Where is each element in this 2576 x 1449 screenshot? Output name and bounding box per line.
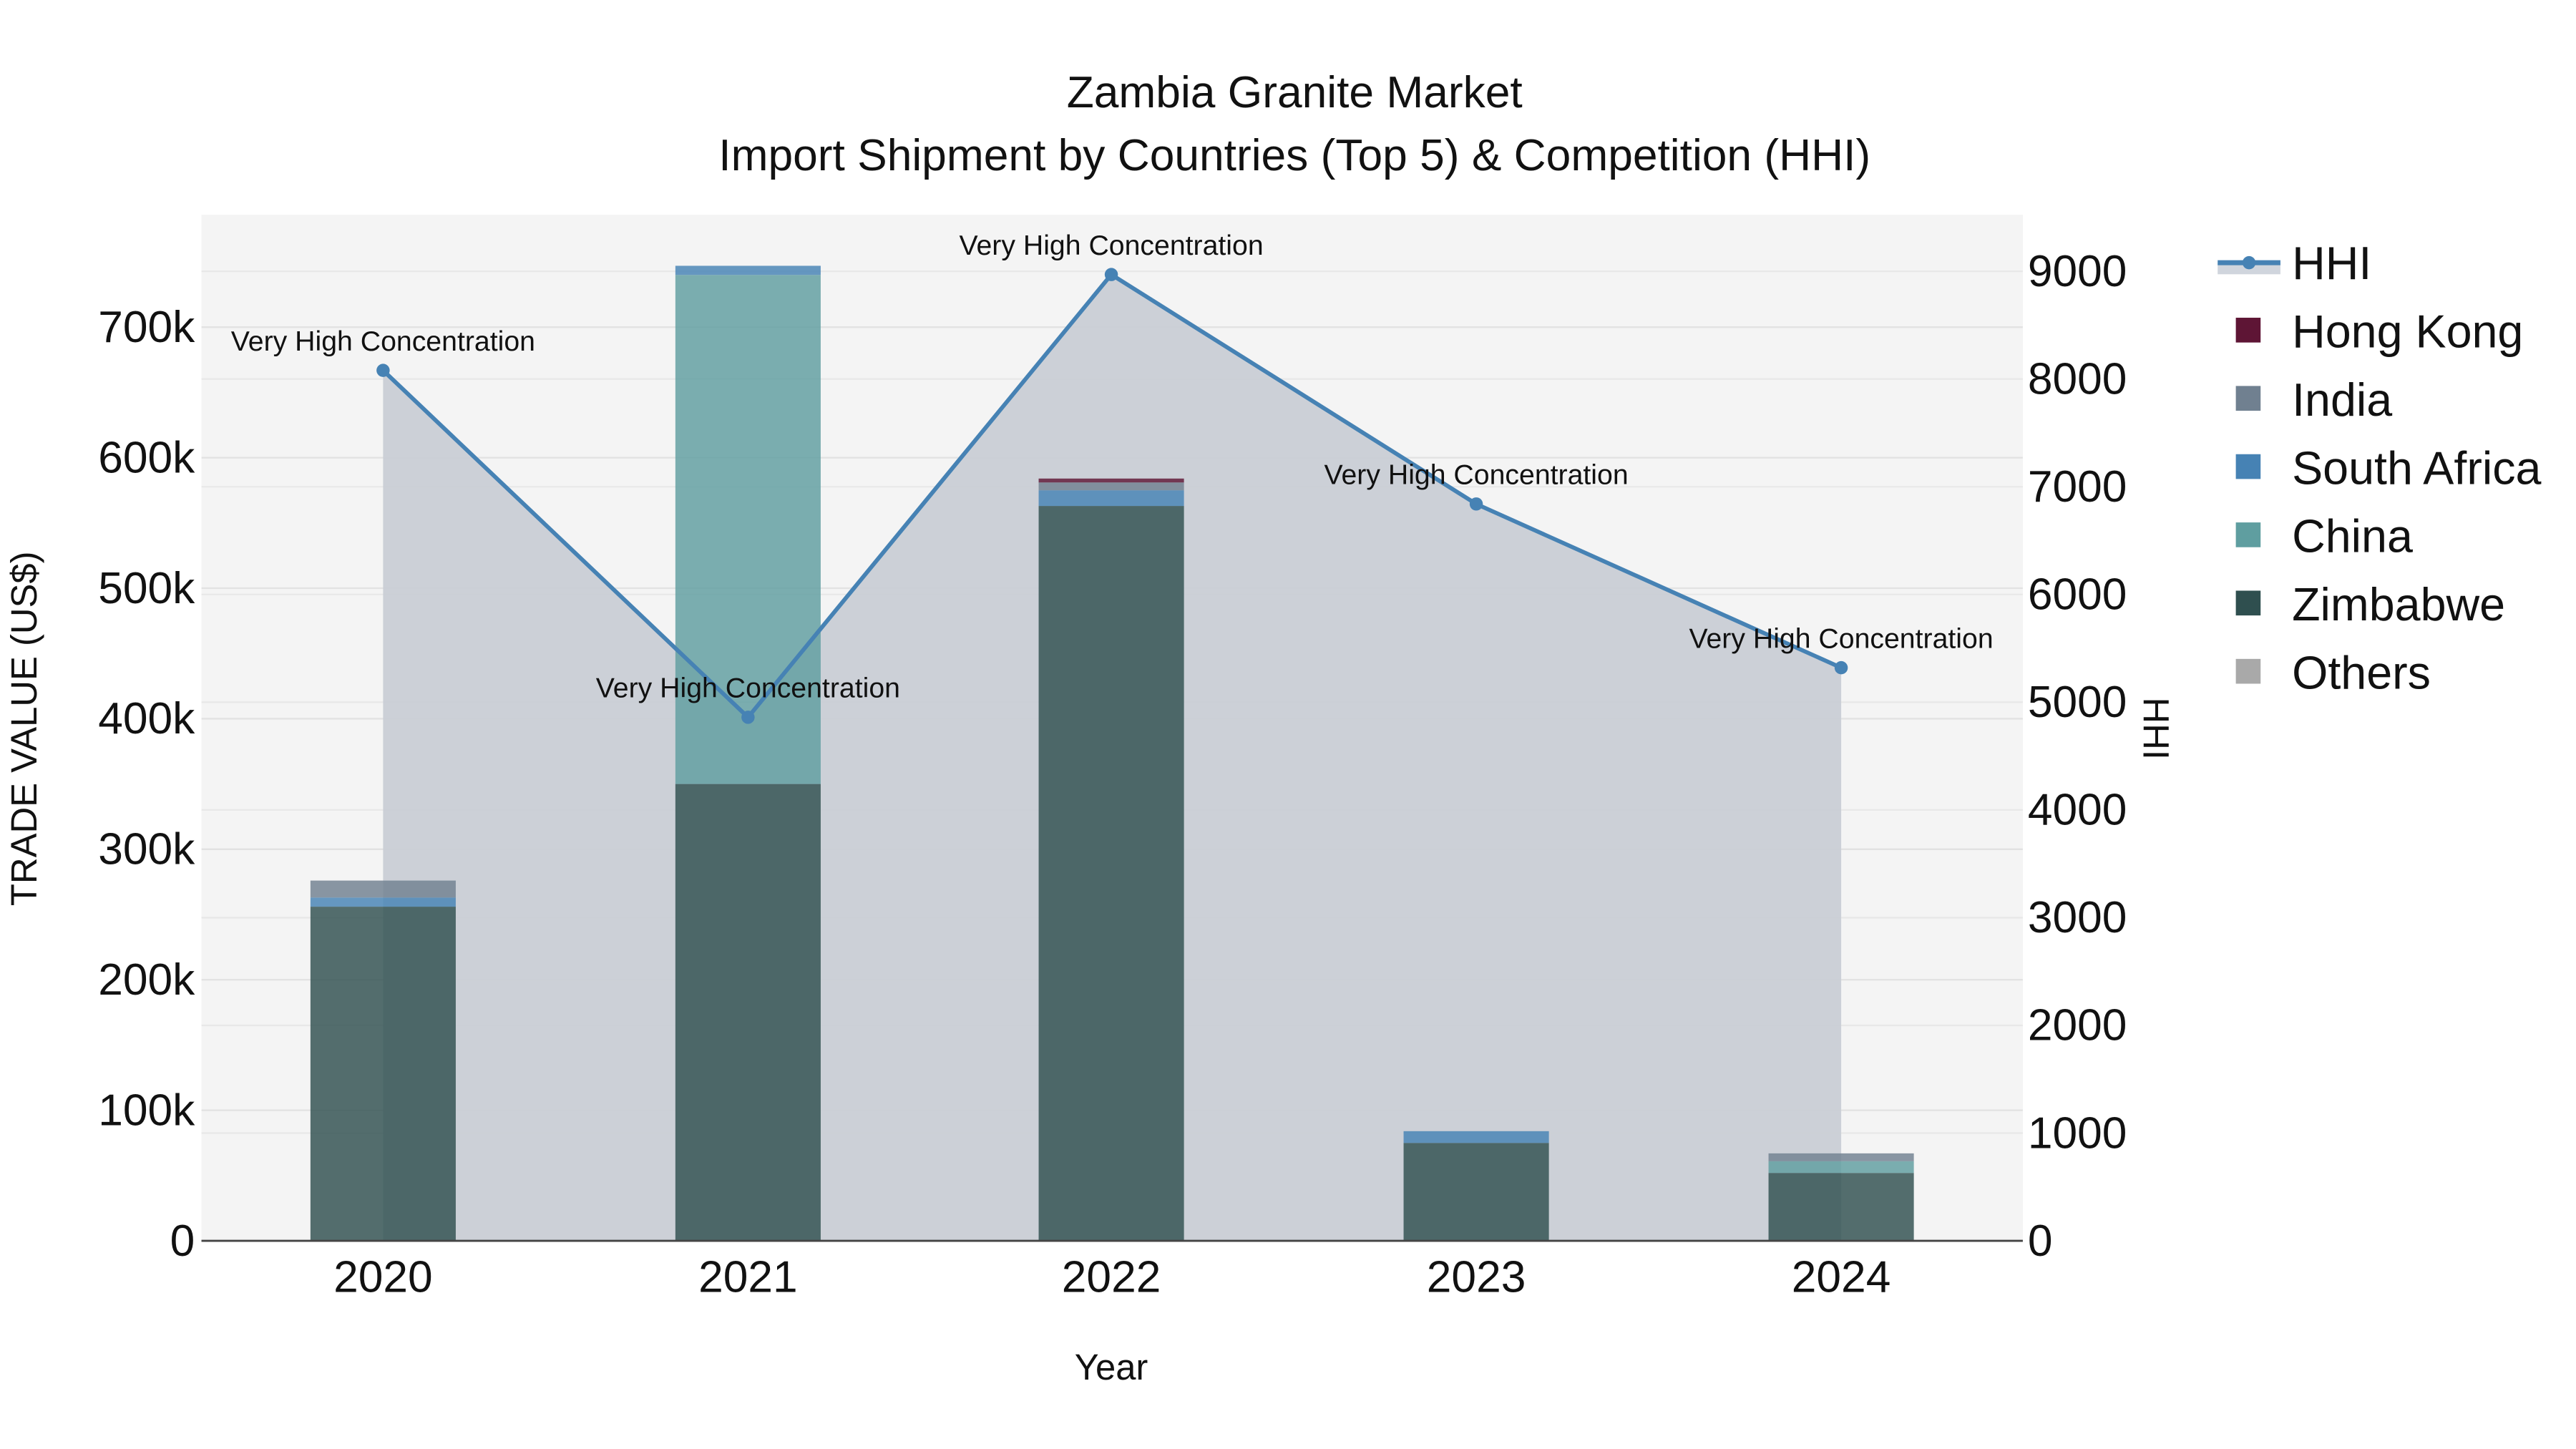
hhi-annotation: Very High Concentration	[231, 326, 535, 357]
legend-swatch-icon	[2235, 454, 2261, 479]
hhi-marker[interactable]	[741, 711, 755, 724]
bar-segment-zimbabwe[interactable]	[1038, 506, 1184, 1241]
legend-swatch-icon	[2235, 386, 2261, 411]
bar-segment-india[interactable]	[1768, 1153, 1914, 1161]
y2-tick-label: 0	[2028, 1216, 2053, 1266]
bar-segment-south-africa[interactable]	[310, 897, 456, 907]
hhi-annotation: Very High Concentration	[596, 673, 900, 704]
legend-marker-icon	[2242, 255, 2256, 270]
legend-label: South Africa	[2292, 441, 2541, 494]
bar-segment-china[interactable]	[1768, 1161, 1914, 1174]
y2-tick-label: 7000	[2028, 462, 2127, 512]
y-tick-label: 0	[170, 1216, 195, 1266]
hhi-annotation: Very High Concentration	[959, 230, 1263, 261]
y2-tick-label: 9000	[2028, 247, 2127, 296]
y-tick-label: 300k	[98, 825, 195, 874]
bar-segment-india[interactable]	[310, 880, 456, 898]
bar-segment-zimbabwe[interactable]	[310, 907, 456, 1241]
hhi-annotation: Very High Concentration	[1324, 459, 1628, 491]
x-axis-ticks: 2020 2021 2022 2023 2024	[333, 1253, 1890, 1302]
y2-tick-label: 1000	[2028, 1108, 2127, 1158]
chart-title: Zambia Granite Market	[1067, 68, 1523, 117]
y2-axis-label: HHI	[2135, 698, 2176, 760]
x-tick-label: 2022	[1062, 1253, 1161, 1302]
y2-axis-ticks: 0 1000 2000 3000 4000 5000 6000 7000 8000 9000	[2028, 247, 2127, 1266]
legend-swatch-icon	[2235, 522, 2261, 547]
annotations: Very High Concentration Very High Concent…	[231, 230, 1994, 704]
y-tick-label: 400k	[98, 694, 195, 743]
legend-item-hhi[interactable]: HHI	[2218, 237, 2371, 289]
legend-item-south-africa[interactable]: South Africa	[2235, 441, 2542, 494]
y-tick-label: 500k	[98, 564, 195, 613]
x-tick-label: 2021	[698, 1253, 798, 1302]
x-tick-label: 2020	[333, 1253, 433, 1302]
y-axis-ticks: 0 100k 200k 300k 400k 500k 600k 700k	[98, 303, 195, 1266]
bar-segment-south-africa[interactable]	[1403, 1131, 1549, 1143]
bar-segment-south-africa[interactable]	[1038, 490, 1184, 507]
y-tick-label: 600k	[98, 433, 195, 482]
bar-segment-zimbabwe[interactable]	[1768, 1173, 1914, 1241]
chart-subtitle: Import Shipment by Countries (Top 5) & C…	[718, 131, 1870, 180]
x-tick-label: 2023	[1427, 1253, 1526, 1302]
legend-item-zimbabwe[interactable]: Zimbabwe	[2235, 578, 2505, 630]
legend-swatch-icon	[2235, 318, 2261, 343]
legend-label: Others	[2292, 646, 2431, 698]
x-tick-label: 2024	[1792, 1253, 1891, 1302]
legend-item-hong-kong[interactable]: Hong Kong	[2235, 306, 2524, 358]
y-axis-label: TRADE VALUE (US$)	[4, 551, 44, 906]
y2-tick-label: 6000	[2028, 570, 2127, 620]
y2-tick-label: 3000	[2028, 893, 2127, 942]
legend-item-india[interactable]: India	[2235, 374, 2393, 426]
legend-item-others[interactable]: Others	[2235, 646, 2431, 698]
y2-tick-label: 2000	[2028, 1001, 2127, 1050]
legend-swatch-icon	[2235, 590, 2261, 616]
y-tick-label: 700k	[98, 303, 195, 352]
bar-segment-zimbabwe[interactable]	[675, 784, 821, 1241]
hhi-marker[interactable]	[1469, 497, 1483, 511]
bar-segment-india[interactable]	[1038, 482, 1184, 491]
x-axis-label: Year	[1075, 1347, 1148, 1387]
hhi-line	[376, 268, 1848, 724]
hhi-marker[interactable]	[376, 364, 390, 377]
legend-item-china[interactable]: China	[2235, 510, 2413, 562]
legend-label: Zimbabwe	[2292, 578, 2505, 630]
y2-tick-label: 5000	[2028, 678, 2127, 727]
bar-segment-south-africa[interactable]	[675, 265, 821, 275]
legend-label: India	[2292, 374, 2392, 426]
hhi-annotation: Very High Concentration	[1689, 623, 1993, 654]
legend-label: HHI	[2292, 237, 2371, 289]
bars	[310, 265, 1914, 1241]
bar-segment-china[interactable]	[675, 275, 821, 784]
legend: HHI Hong Kong India South Africa China Zimbab…	[2218, 237, 2541, 698]
hhi-marker[interactable]	[1834, 660, 1848, 675]
legend-label: Hong Kong	[2292, 306, 2523, 358]
y2-tick-label: 8000	[2028, 354, 2127, 404]
bar-segment-zimbabwe[interactable]	[1403, 1143, 1549, 1241]
bar-segment-hong-kong[interactable]	[1038, 478, 1184, 483]
y2-tick-label: 4000	[2028, 786, 2127, 835]
hhi-marker[interactable]	[1104, 268, 1118, 281]
legend-swatch-icon	[2235, 658, 2261, 684]
y-tick-label: 100k	[98, 1085, 195, 1135]
y-tick-label: 200k	[98, 955, 195, 1005]
legend-label: China	[2292, 510, 2413, 562]
